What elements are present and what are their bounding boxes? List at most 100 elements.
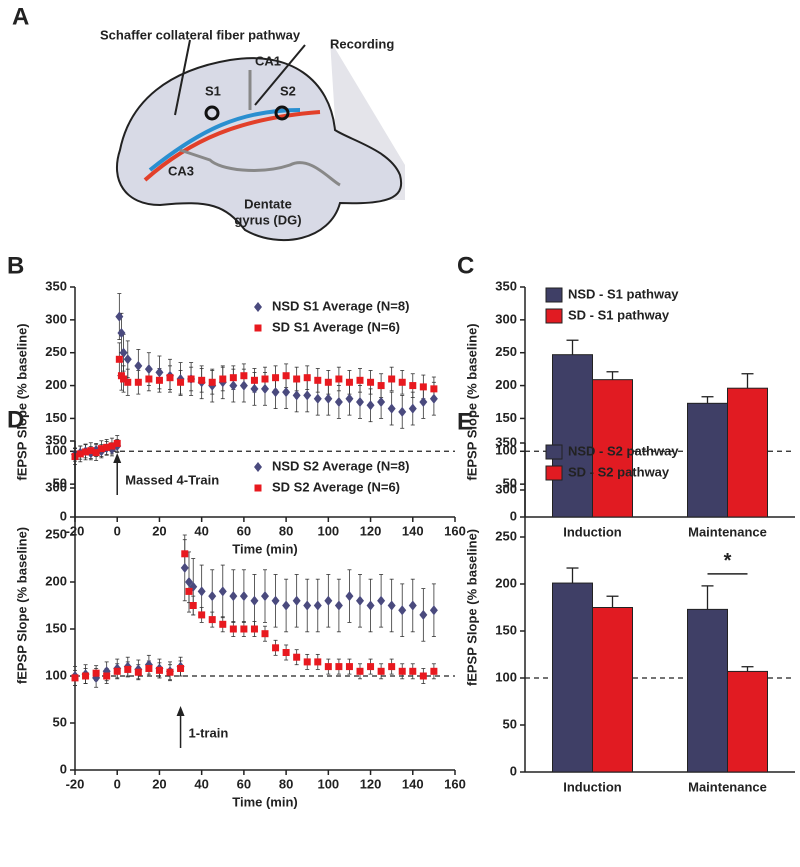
legend-label: NSD S2 Average (N=8) — [272, 458, 409, 473]
y-tick-label: 100 — [495, 443, 517, 458]
data-point — [398, 667, 406, 675]
data-point — [240, 372, 248, 380]
y-tick-label: 50 — [503, 716, 517, 731]
y-tick-label: 50 — [53, 476, 67, 491]
data-point — [345, 591, 354, 602]
data-point — [314, 376, 322, 384]
data-point — [177, 664, 185, 672]
data-point — [185, 587, 193, 595]
data-point — [87, 447, 95, 455]
data-point — [103, 672, 111, 680]
data-point — [377, 382, 385, 390]
panel-letter: D — [7, 406, 24, 433]
data-point — [144, 364, 153, 375]
bar — [687, 608, 728, 773]
data-point — [282, 649, 290, 656]
data-point — [229, 625, 237, 633]
data-point — [303, 374, 311, 382]
panel-a: A Schaffer collateral fiber pathway Reco… — [12, 3, 405, 242]
panel-letter: A — [12, 3, 29, 30]
data-point — [108, 442, 116, 450]
data-point — [324, 595, 333, 606]
y-tick-label: 300 — [495, 481, 517, 496]
data-point — [92, 449, 100, 457]
legend-marker — [254, 302, 262, 312]
x-tick-label: Maintenance — [688, 779, 767, 794]
data-point — [229, 591, 238, 602]
legend-label: SD S2 Average (N=6) — [272, 479, 400, 494]
data-point — [250, 625, 258, 633]
data-point — [367, 378, 375, 386]
y-tick-label: 150 — [495, 410, 517, 425]
bar — [552, 354, 593, 518]
legend-marker — [254, 324, 262, 332]
data-point — [356, 376, 364, 384]
data-point — [377, 595, 386, 606]
x-tick-label: 40 — [194, 523, 208, 538]
y-axis-label: fEPSP Slope (% baseline) — [464, 529, 479, 686]
data-point — [208, 591, 217, 602]
legend-label: SD - S2 pathway — [568, 464, 670, 479]
data-point — [388, 375, 396, 383]
y-tick-label: 0 — [60, 761, 67, 776]
bar — [727, 387, 768, 518]
data-point — [366, 400, 375, 411]
y-tick-label: 350 — [45, 278, 67, 293]
legend-label: NSD - S1 pathway — [568, 286, 679, 301]
data-point — [134, 378, 142, 386]
x-tick-label: 40 — [194, 776, 208, 791]
y-tick-label: 300 — [495, 311, 517, 326]
x-tick-label: 60 — [237, 523, 251, 538]
x-tick-label: Induction — [563, 524, 622, 539]
x-tick-label: 80 — [279, 776, 293, 791]
data-point — [229, 380, 238, 391]
x-tick-label: -20 — [66, 776, 85, 791]
annotation: 1-train — [189, 725, 229, 740]
y-tick-label: 150 — [45, 620, 67, 635]
x-tick-label: 120 — [360, 776, 382, 791]
data-point — [408, 600, 417, 611]
legend-swatch — [545, 465, 563, 481]
x-tick-label: 20 — [152, 523, 166, 538]
data-point — [429, 605, 438, 616]
data-point — [398, 605, 407, 616]
electrode — [254, 44, 306, 106]
data-point — [377, 667, 385, 675]
data-point — [124, 665, 132, 673]
y-tick-label: 250 — [495, 528, 517, 543]
x-axis-label: Time (min) — [232, 794, 298, 809]
y-axis-label: fEPSP Slope (% baseline) — [464, 323, 479, 480]
data-point — [166, 668, 174, 676]
data-point — [377, 397, 386, 407]
data-point — [219, 620, 227, 628]
legend-marker — [254, 462, 262, 472]
data-point — [314, 658, 322, 666]
data-point — [282, 600, 291, 611]
data-point — [335, 663, 343, 671]
data-point — [345, 393, 354, 404]
legend-marker — [254, 484, 262, 492]
bar — [687, 402, 728, 518]
y-tick-label: 200 — [45, 377, 67, 392]
data-point — [408, 403, 417, 414]
data-point — [261, 383, 269, 394]
data-point — [356, 667, 364, 675]
y-tick-label: 250 — [495, 344, 517, 359]
y-tick-label: 200 — [45, 573, 67, 588]
data-point — [134, 360, 143, 371]
data-point — [292, 390, 301, 401]
data-point — [292, 595, 301, 606]
y-tick-label: 0 — [60, 508, 67, 523]
x-tick-label: Induction — [563, 779, 622, 794]
legend-label: SD - S1 pathway — [568, 307, 670, 322]
significance-label: * — [724, 550, 732, 572]
y-tick-label: 0 — [510, 508, 517, 523]
x-tick-label: 100 — [317, 523, 339, 538]
data-point — [187, 375, 195, 383]
data-point — [181, 550, 189, 558]
data-point — [356, 595, 364, 606]
data-point — [334, 600, 343, 611]
annotation-arrowhead — [113, 453, 122, 463]
data-point — [113, 667, 121, 675]
annotation-arrowhead — [176, 706, 185, 716]
